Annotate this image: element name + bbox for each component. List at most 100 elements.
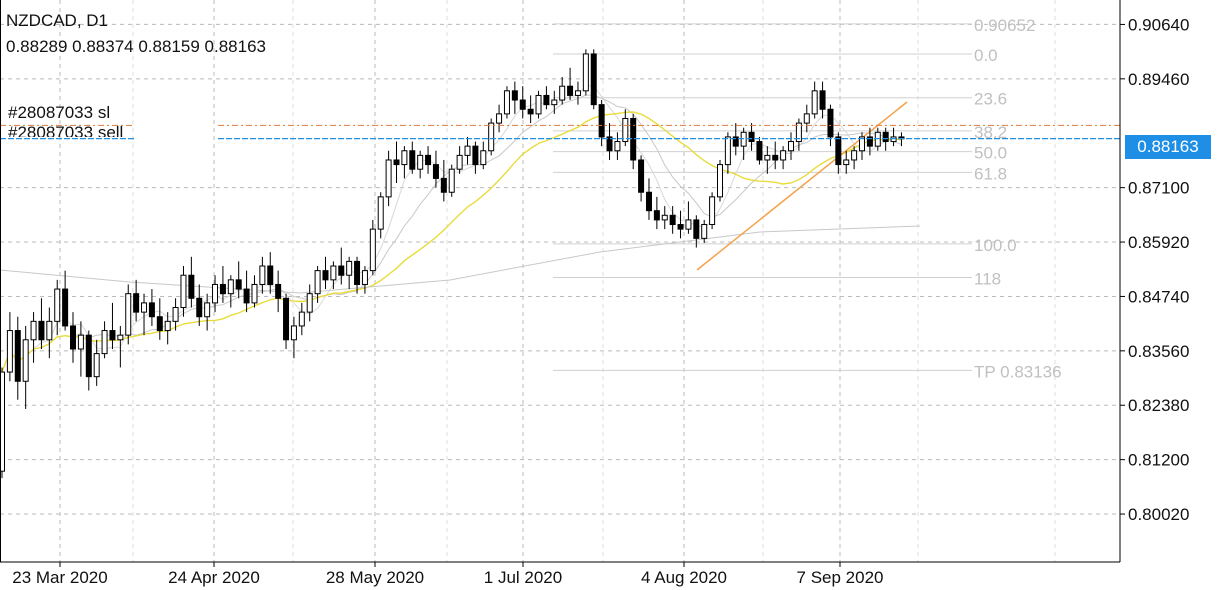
candle-up (716, 164, 723, 198)
candle-up (0, 371, 5, 472)
candle-down (567, 85, 574, 96)
candle-down (148, 302, 155, 318)
candle-up (377, 196, 384, 230)
candle-down (772, 154, 779, 161)
candle-up (803, 113, 810, 124)
candle-up (764, 154, 771, 161)
candle-up (141, 302, 148, 313)
x-tick-label: 4 Aug 2020 (641, 568, 727, 587)
candle-up (125, 293, 132, 336)
moving-averages (0, 84, 921, 373)
candle-down (756, 141, 763, 161)
ma-20 (1, 111, 902, 373)
order-sl-label[interactable]: #28087033 sl (8, 103, 111, 122)
candle-up (180, 274, 187, 309)
y-tick-label: 0.80020 (1128, 505, 1189, 524)
fib-level-label: 0.90652 (974, 16, 1035, 35)
candle-up (251, 283, 258, 304)
candle-up (330, 265, 337, 281)
candle-up (701, 224, 708, 239)
candle-up (559, 85, 566, 101)
candle-up (724, 136, 731, 166)
candle-down (882, 131, 889, 143)
candle-down (590, 53, 597, 106)
y-tick-label: 0.90640 (1128, 15, 1189, 34)
candle-down (669, 214, 676, 226)
candle-up (306, 293, 313, 313)
candle-down (338, 265, 345, 276)
fib-level-label: TP 0.83136 (974, 362, 1062, 381)
y-tick-label: 0.87100 (1128, 179, 1189, 198)
candles (0, 49, 905, 479)
candle-up (117, 334, 124, 341)
candle-down (133, 293, 140, 313)
candle-up (488, 122, 495, 152)
candle-up (582, 53, 589, 92)
candle-up (6, 330, 13, 373)
candle-up (496, 113, 503, 124)
candle-up (464, 145, 471, 156)
y-tick-label: 0.82380 (1128, 396, 1189, 415)
candle-up (30, 320, 37, 341)
candle-up (361, 270, 368, 285)
candle-up (574, 90, 581, 96)
candle-down (38, 320, 45, 341)
candle-down (527, 108, 534, 115)
y-tick-label: 0.85920 (1128, 233, 1189, 252)
candle-up (448, 168, 455, 193)
candle-down (653, 210, 660, 221)
candle-up (204, 302, 211, 318)
candle-down (732, 136, 739, 147)
axes: 0.90640 0.89460 0.87100 0.85920 0.84740 0.835… (0, 0, 1189, 587)
candle-down (440, 177, 447, 193)
ma-10 (1, 94, 902, 373)
candle-up (93, 353, 100, 378)
candle-up (456, 154, 463, 170)
fibonacci-retracement: 0.90652 0.0 23.6 38.2 50.061.8 100.0 118 TP 0.8… (553, 16, 1062, 381)
candle-up (164, 320, 171, 332)
candle-up (709, 196, 716, 226)
y-tick-label: 0.84740 (1128, 287, 1189, 306)
candle-down (322, 270, 329, 281)
candle-up (417, 154, 424, 170)
candle-up (795, 122, 802, 143)
candle-up (859, 136, 866, 152)
candle-up (346, 260, 353, 276)
candle-up (212, 283, 219, 304)
ma-200 (0, 225, 921, 294)
candle-up (290, 325, 297, 341)
grid (0, 0, 1120, 562)
candle-up (535, 94, 542, 115)
candle-down (425, 154, 432, 166)
fib-level-label: 100.0 (974, 236, 1017, 255)
candle-down (188, 274, 195, 299)
ma-5 (1, 84, 902, 373)
candle-up (480, 150, 487, 166)
candle-down (219, 283, 226, 295)
candle-up (314, 270, 321, 295)
candle-up (298, 311, 305, 327)
candle-down (275, 283, 282, 299)
candle-up (614, 141, 621, 152)
candle-down (14, 330, 21, 382)
fib-level-label: 61.8 (974, 164, 1007, 183)
candle-down (70, 325, 77, 350)
candle-up (385, 159, 392, 198)
candle-down (393, 159, 400, 166)
candle-down (235, 279, 242, 290)
candle-down (598, 104, 605, 138)
candle-down (638, 159, 645, 193)
symbol-timeframe: NZDCAD, D1 (6, 11, 109, 30)
order-sell-label[interactable]: #28087033 sell (8, 123, 124, 137)
candle-down (543, 94, 550, 106)
candle-up (369, 228, 376, 272)
candle-down (645, 191, 652, 212)
candle-down (748, 131, 755, 143)
candle-up (780, 150, 787, 161)
candle-down (827, 108, 834, 138)
candle-down (196, 297, 203, 318)
candle-up (503, 90, 510, 115)
candle-down (283, 297, 290, 341)
candle-up (172, 307, 179, 322)
